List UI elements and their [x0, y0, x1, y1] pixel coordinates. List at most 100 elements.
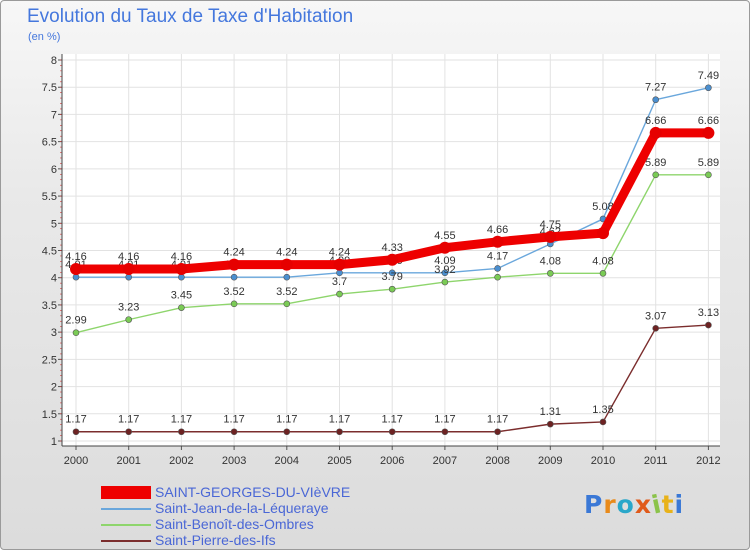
y-tick-label: 2.5 — [42, 354, 57, 366]
series-saint-pierre-des-ifs-data-label: 1.35 — [592, 404, 613, 416]
chart-title: Evolution du Taux de Taxe d'Habitation — [27, 6, 354, 27]
legend-label-saint-jean: Saint-Jean-de-la-Léqueraye — [155, 500, 329, 516]
series-saint-beno-t-des-ombres-data-label: 3.45 — [171, 290, 192, 302]
series-saint-pierre-des-ifs-data-label: 1.17 — [223, 414, 244, 426]
series-saint-pierre-des-ifs-data-label: 3.07 — [645, 310, 666, 322]
series-saint-georges-du-vi-vre-point — [228, 258, 241, 271]
series-saint-pierre-des-ifs-point — [388, 428, 396, 436]
legend-swatch-saint-jean — [101, 508, 151, 510]
x-tick-label: 2003 — [222, 455, 246, 467]
legend-item-saint-benoit: Saint-Benoît-des-Ombres — [101, 516, 421, 533]
series-saint-beno-t-des-ombres-point — [178, 304, 185, 311]
chart-subtitle: (en %) — [28, 31, 61, 43]
series-saint-pierre-des-ifs-data-label: 1.31 — [540, 406, 561, 418]
series-saint-jean-de-la-l-queraye-data-label: 4.09 — [434, 255, 455, 267]
series-saint-pierre-des-ifs-data-label: 1.17 — [434, 414, 455, 426]
series-saint-pierre-des-ifs-point — [494, 428, 501, 436]
series-saint-jean-de-la-l-queraye-point — [652, 96, 660, 104]
series-saint-pierre-des-ifs-data-label: 3.13 — [698, 307, 719, 319]
series-saint-beno-t-des-ombres-data-label: 3.92 — [434, 264, 455, 276]
series-saint-jean-de-la-l-queraye-point — [336, 269, 343, 277]
x-tick-label: 2011 — [644, 455, 668, 467]
series-saint-pierre-des-ifs-data-label: 1.17 — [487, 414, 508, 426]
series-saint-beno-t-des-ombres-data-label: 5.89 — [645, 157, 666, 169]
legend-item-saint-georges: SAINT-GEORGES-DU-VIèVRE — [101, 484, 421, 501]
series-saint-jean-de-la-l-queraye-data-label: 5.08 — [592, 201, 613, 213]
x-tick-label: 2000 — [64, 455, 88, 467]
y-tick-label: 3.5 — [42, 300, 57, 312]
series-saint-pierre-des-ifs-point — [599, 418, 607, 426]
y-tick-label: 1.5 — [42, 409, 57, 421]
series-saint-jean-de-la-l-queraye-point — [283, 273, 291, 281]
series-saint-georges-du-vi-vre-data-label: 4.16 — [171, 251, 192, 263]
logo-letter: r — [603, 490, 617, 519]
series-saint-pierre-des-ifs-point — [705, 321, 712, 329]
series-saint-pierre-des-ifs-data-label: 1.17 — [118, 414, 139, 426]
series-saint-pierre-des-ifs-point — [441, 428, 449, 436]
series-saint-georges-du-vi-vre-point — [702, 126, 715, 139]
series-saint-georges-du-vi-vre-data-label: 4.55 — [434, 230, 455, 242]
series-saint-pierre-des-ifs-point — [652, 325, 660, 332]
legend-item-saint-pierre: Saint-Pierre-des-Ifs — [101, 532, 421, 549]
series-saint-georges-du-vi-vre-data-label: 4.24 — [223, 247, 244, 259]
series-saint-beno-t-des-ombres-data-label: 5.89 — [698, 157, 719, 169]
logo-letter: x — [634, 490, 652, 519]
series-saint-beno-t-des-ombres-point — [705, 171, 712, 179]
series-saint-jean-de-la-l-queraye-point — [441, 269, 449, 277]
x-tick-label: 2005 — [327, 455, 351, 467]
series-saint-georges-du-vi-vre-point — [438, 241, 451, 254]
y-tick-label: 6 — [51, 164, 57, 176]
logo-letter: t — [661, 490, 675, 519]
y-tick-label: 3 — [51, 327, 57, 339]
series-saint-beno-t-des-ombres-point — [652, 171, 660, 179]
y-tick-label: 7 — [51, 109, 57, 121]
series-saint-pierre-des-ifs-data-label: 1.17 — [65, 414, 86, 426]
series-saint-beno-t-des-ombres-data-label: 3.79 — [381, 271, 402, 283]
series-saint-pierre-des-ifs-point — [546, 420, 554, 428]
series-saint-georges-du-vi-vre-point — [544, 230, 557, 243]
legend-swatch-saint-benoit — [101, 524, 151, 526]
proxiti-logo: Proxiti — [584, 489, 684, 519]
y-tick-label: 5.5 — [42, 191, 57, 203]
y-tick-label: 8 — [51, 55, 57, 67]
x-tick-label: 2009 — [538, 455, 562, 467]
series-saint-pierre-des-ifs-point — [230, 428, 238, 436]
series-saint-georges-du-vi-vre-data-label: 6.66 — [645, 115, 666, 127]
y-tick-label: 5 — [51, 218, 57, 230]
series-saint-pierre-des-ifs-point — [283, 428, 291, 436]
series-saint-pierre-des-ifs-point — [72, 428, 80, 436]
series-saint-georges-du-vi-vre-data-label: 4.24 — [276, 247, 297, 259]
series-saint-georges-du-vi-vre-data-label: 4.33 — [381, 242, 402, 254]
logo-letter: o — [616, 490, 635, 519]
series-saint-beno-t-des-ombres-point — [599, 270, 607, 277]
series-saint-beno-t-des-ombres-point — [125, 316, 132, 323]
series-saint-georges-du-vi-vre-point — [333, 258, 346, 271]
x-tick-label: 2004 — [275, 455, 299, 467]
series-saint-beno-t-des-ombres-data-label: 2.99 — [65, 315, 86, 327]
series-saint-jean-de-la-l-queraye-data-label: 7.49 — [698, 70, 719, 82]
series-saint-beno-t-des-ombres-point — [388, 285, 396, 293]
y-tick-label: 4.5 — [42, 246, 57, 258]
series-saint-georges-du-vi-vre-point — [649, 126, 662, 139]
series-saint-beno-t-des-ombres-point — [546, 270, 554, 277]
series-saint-beno-t-des-ombres-point — [72, 329, 80, 336]
series-saint-pierre-des-ifs-point — [125, 428, 132, 436]
legend-item-saint-jean: Saint-Jean-de-la-Léqueraye — [101, 500, 421, 517]
series-saint-beno-t-des-ombres-data-label: 3.23 — [118, 302, 139, 314]
series-saint-pierre-des-ifs-data-label: 1.17 — [381, 414, 402, 426]
logo-letter: P — [584, 490, 604, 519]
legend-label-saint-benoit: Saint-Benoît-des-Ombres — [155, 516, 314, 532]
series-saint-georges-du-vi-vre-point — [175, 263, 188, 276]
series-saint-beno-t-des-ombres-data-label: 3.52 — [276, 286, 297, 298]
series-saint-pierre-des-ifs-data-label: 1.17 — [329, 414, 350, 426]
y-tick-label: 1 — [51, 436, 57, 448]
legend-label-saint-georges: SAINT-GEORGES-DU-VIèVRE — [155, 484, 351, 500]
y-tick-label: 2 — [51, 382, 57, 394]
y-tick-label: 7.5 — [42, 82, 57, 94]
series-saint-beno-t-des-ombres-data-label: 3.52 — [223, 286, 244, 298]
x-tick-label: 2008 — [485, 455, 509, 467]
series-saint-beno-t-des-ombres-point — [336, 290, 343, 298]
series-saint-jean-de-la-l-queraye-point — [125, 273, 132, 281]
